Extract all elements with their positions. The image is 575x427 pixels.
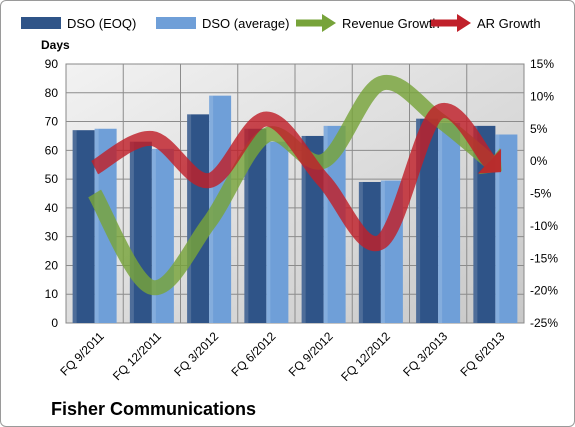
y-tick-label: 20: [45, 258, 59, 272]
y2-tick-label: 0%: [530, 154, 548, 168]
bar: [473, 125, 496, 323]
bar: [358, 181, 381, 323]
legend-label: AR Growth: [477, 16, 541, 31]
bar: [323, 125, 346, 323]
y2-tick-label: -10%: [530, 219, 558, 233]
footer-title: Fisher Communications: [51, 399, 257, 419]
bar-highlight: [495, 134, 500, 323]
bar: [438, 122, 461, 323]
y2-tick-label: -25%: [530, 316, 558, 330]
bar-highlight: [187, 114, 192, 323]
y-tick-label: 30: [45, 230, 59, 244]
bar-highlight: [301, 135, 306, 323]
series-arrowhead: [477, 148, 502, 174]
bar: [495, 134, 518, 323]
bar-highlight: [438, 122, 443, 323]
x-tick-label: FQ 12/2012: [338, 329, 393, 384]
x-tick-label: FQ 6/2012: [229, 329, 279, 379]
y-tick-label: 80: [45, 86, 59, 100]
x-tick-label: FQ 12/2011: [110, 329, 164, 383]
legend-arrow-icon: [457, 14, 471, 32]
bar-highlight: [129, 141, 134, 323]
x-tick-label: FQ 9/2012: [286, 329, 336, 379]
y-tick-label: 10: [45, 287, 59, 301]
bar-highlight: [244, 128, 249, 323]
legend-arrow-icon: [322, 14, 336, 32]
bar: [72, 130, 95, 323]
y-tick-label: 50: [45, 172, 59, 186]
y2-tick-label: -15%: [530, 251, 558, 265]
x-tick-label: FQ 6/2013: [458, 329, 508, 379]
bar-highlight: [94, 128, 99, 323]
bar: [266, 141, 289, 323]
x-tick-label: FQ 3/2013: [400, 329, 450, 379]
y-tick-label: 70: [45, 115, 59, 129]
legend-label: DSO (EOQ): [67, 16, 136, 31]
x-tick-label: FQ 9/2011: [57, 329, 107, 379]
y2-tick-label: -5%: [530, 187, 552, 201]
bar-highlight: [416, 118, 421, 323]
series-line: [90, 103, 496, 251]
bar: [244, 128, 267, 323]
legend-swatch: [156, 17, 196, 29]
bar-highlight: [151, 148, 156, 323]
legend-label: DSO (average): [202, 16, 289, 31]
bar-highlight: [266, 141, 271, 323]
y-tick-label: 0: [51, 316, 58, 330]
bar-highlight: [473, 125, 478, 323]
legend-swatch: [21, 17, 61, 29]
y-tick-label: 90: [45, 57, 59, 71]
y-axis-title: Days: [41, 38, 70, 52]
y-tick-label: 40: [45, 201, 59, 215]
y-tick-label: 60: [45, 143, 59, 157]
bar-highlight: [72, 130, 77, 323]
y2-tick-label: 15%: [530, 57, 554, 71]
legend-label: Revenue Growth: [342, 16, 440, 31]
x-tick-label: FQ 3/2012: [171, 329, 221, 379]
bar-highlight: [323, 125, 328, 323]
y2-tick-label: 10%: [530, 89, 554, 103]
bar-highlight: [380, 180, 385, 323]
y2-tick-label: 5%: [530, 122, 548, 136]
bar: [416, 118, 439, 323]
y2-tick-label: -20%: [530, 284, 558, 298]
bar-highlight: [358, 181, 363, 323]
